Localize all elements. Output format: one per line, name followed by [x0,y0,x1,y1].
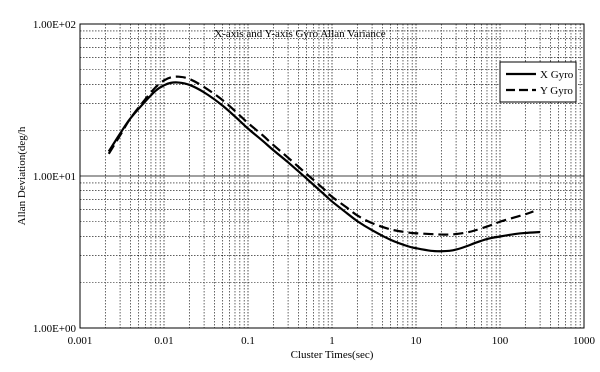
series-lines [107,75,541,253]
series-line-x-gyro [107,81,541,253]
x-tick-label: 0.01 [154,335,173,347]
legend-label-x-gyro: X Gyro [540,69,574,81]
grid-lines [80,24,584,328]
legend-box [499,61,577,103]
x-tick-label: 0.001 [68,335,93,347]
y-tick-label: 1.00E+00 [33,323,77,335]
y-axis-title: Allan Deviation(deg/h [16,126,28,225]
y-tick-label: 1.00E+02 [33,19,76,31]
chart-title: X-axis and Y-axis Gyro Allan Variance [214,28,385,40]
y-tick-label: 1.00E+01 [33,171,76,183]
legend-label-y-gyro: Y Gyro [540,85,573,97]
tick-labels: 0.001 0.01 0.1 1 10 100 1000 1.00E+00 1.00E+01 1.… [33,19,596,347]
x-axis-title: Cluster Times(sec) [291,349,374,361]
x-tick-label: 1000 [573,335,596,347]
x-tick-label: 0.1 [241,335,255,347]
x-tick-label: 10 [411,335,423,347]
x-tick-label: 1 [329,335,335,347]
legend: X Gyro Y Gyro [499,61,577,103]
plot-area-border [79,23,585,329]
x-tick-label: 100 [492,335,509,347]
series-line-y-gyro [107,75,534,236]
